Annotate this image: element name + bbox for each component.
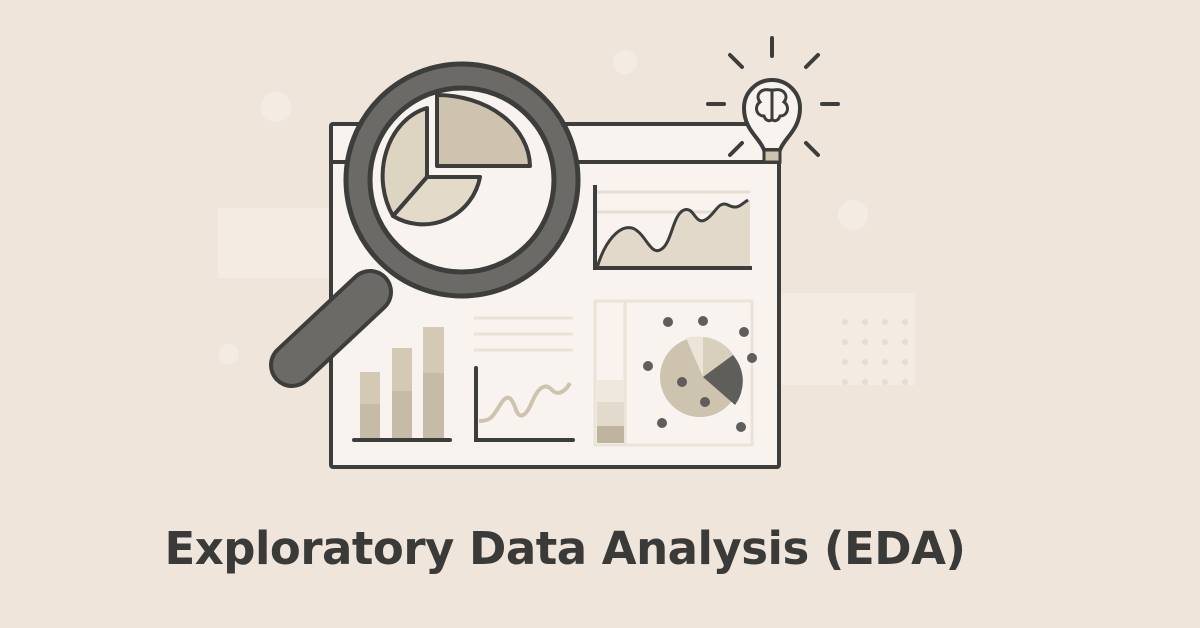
- scatter-dot: [698, 316, 708, 326]
- scatter-dot: [739, 327, 749, 337]
- area-chart: [593, 185, 752, 270]
- dot-grid: [842, 319, 908, 385]
- grid-dot: [842, 319, 848, 325]
- scatter-dot: [736, 422, 746, 432]
- lightbulb-brain-icon: [706, 36, 840, 164]
- scatter-dot: [657, 418, 667, 428]
- line-chart: [474, 316, 575, 442]
- grid-dot: [902, 339, 908, 345]
- grid-dot: [882, 379, 888, 385]
- scatter-dot: [700, 397, 710, 407]
- grid-dot: [842, 379, 848, 385]
- grid-dot: [862, 359, 868, 365]
- scatter-dot: [677, 377, 687, 387]
- grid-dot: [862, 339, 868, 345]
- grid-dot: [882, 359, 888, 365]
- grid-dot: [862, 319, 868, 325]
- background-decorations: [218, 50, 915, 385]
- scatter-pie: [643, 316, 757, 432]
- scatter-dot: [747, 353, 757, 363]
- grid-dot: [862, 379, 868, 385]
- grid-dot: [882, 339, 888, 345]
- magnifier-icon: [269, 61, 581, 388]
- stacked-bar: [593, 299, 754, 447]
- grid-dot: [842, 339, 848, 345]
- pie-chart-icon: [380, 93, 532, 227]
- scatter-dot: [643, 361, 653, 371]
- scatter-dot: [663, 317, 673, 327]
- grid-dot: [902, 359, 908, 365]
- grid-dot: [902, 379, 908, 385]
- grid-dot: [902, 319, 908, 325]
- page-title: Exploratory Data Analysis (EDA): [164, 522, 966, 575]
- grid-dot: [882, 319, 888, 325]
- grid-dot: [842, 359, 848, 365]
- bar-chart: [352, 327, 452, 442]
